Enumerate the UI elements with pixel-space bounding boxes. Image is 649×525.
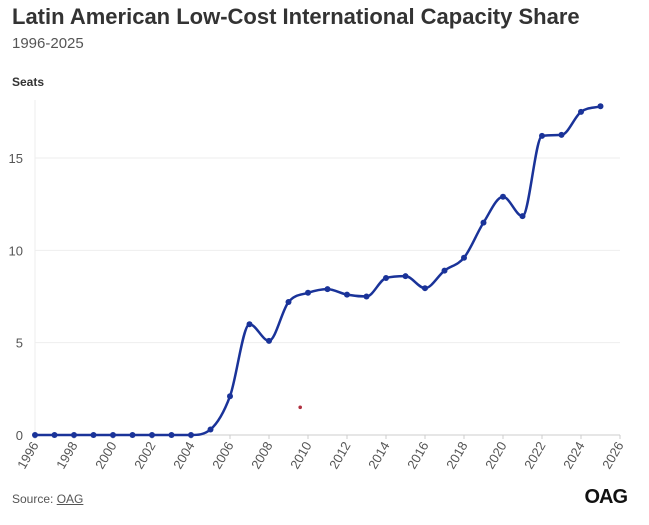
stray-mark xyxy=(298,405,303,410)
chart-subtitle: 1996-2025 xyxy=(12,35,84,52)
x-tick-label: 2014 xyxy=(365,439,392,472)
data-point xyxy=(129,432,136,438)
data-point xyxy=(402,273,409,280)
data-point xyxy=(149,432,155,438)
data-point xyxy=(558,131,565,138)
y-tick-label: 10 xyxy=(9,243,23,258)
data-point xyxy=(363,293,370,300)
data-point xyxy=(168,432,175,438)
data-point xyxy=(51,432,58,438)
data-point xyxy=(480,219,487,226)
data-point xyxy=(461,254,467,261)
data-point xyxy=(441,267,448,274)
y-tick-label: 15 xyxy=(9,151,23,166)
data-point xyxy=(344,291,350,298)
data-point xyxy=(227,393,233,400)
data-point xyxy=(246,321,253,328)
source-note: Source: OAG xyxy=(12,492,83,506)
x-tick-label: 2010 xyxy=(287,439,314,472)
data-point xyxy=(578,108,584,115)
data-point xyxy=(266,337,272,344)
x-tick-label: 2024 xyxy=(560,439,587,472)
chart-title: Latin American Low-Cost International Ca… xyxy=(12,4,580,29)
data-point xyxy=(324,286,331,293)
data-point xyxy=(500,193,506,200)
data-point xyxy=(188,432,194,438)
data-point xyxy=(285,299,292,306)
x-tick-label: 2006 xyxy=(209,439,236,472)
data-point xyxy=(519,213,526,220)
series-line xyxy=(35,105,601,437)
x-tick-label: 2012 xyxy=(326,439,353,472)
x-tick-label: 2002 xyxy=(131,439,158,472)
data-point xyxy=(305,289,311,296)
x-tick-label: 2016 xyxy=(404,439,431,472)
data-point xyxy=(597,103,604,110)
x-tick-label: 2000 xyxy=(92,439,119,472)
data-point xyxy=(383,275,389,282)
data-point xyxy=(422,285,428,292)
source-link[interactable]: OAG xyxy=(56,492,84,506)
data-point xyxy=(90,432,97,438)
source-prefix: Source: xyxy=(12,492,57,506)
x-tick-label: 2004 xyxy=(170,439,197,472)
data-point xyxy=(207,426,214,433)
x-tick-label: 1996 xyxy=(14,439,41,472)
data-point xyxy=(71,432,77,438)
x-tick-label: 2020 xyxy=(482,439,509,472)
y-axis-label: Seats xyxy=(12,75,44,89)
y-tick-label: 0 xyxy=(16,428,23,443)
x-tick-label: 2018 xyxy=(443,439,470,472)
x-tick-label: 2026 xyxy=(599,439,626,472)
x-tick-label: 1998 xyxy=(53,439,80,472)
data-point xyxy=(539,132,545,139)
x-tick-label: 2022 xyxy=(521,439,548,472)
data-point xyxy=(110,432,116,438)
y-tick-label: 5 xyxy=(16,336,23,351)
data-point xyxy=(32,432,38,438)
x-tick-label: 2008 xyxy=(248,439,275,472)
oag-logo: OAG xyxy=(584,486,628,508)
